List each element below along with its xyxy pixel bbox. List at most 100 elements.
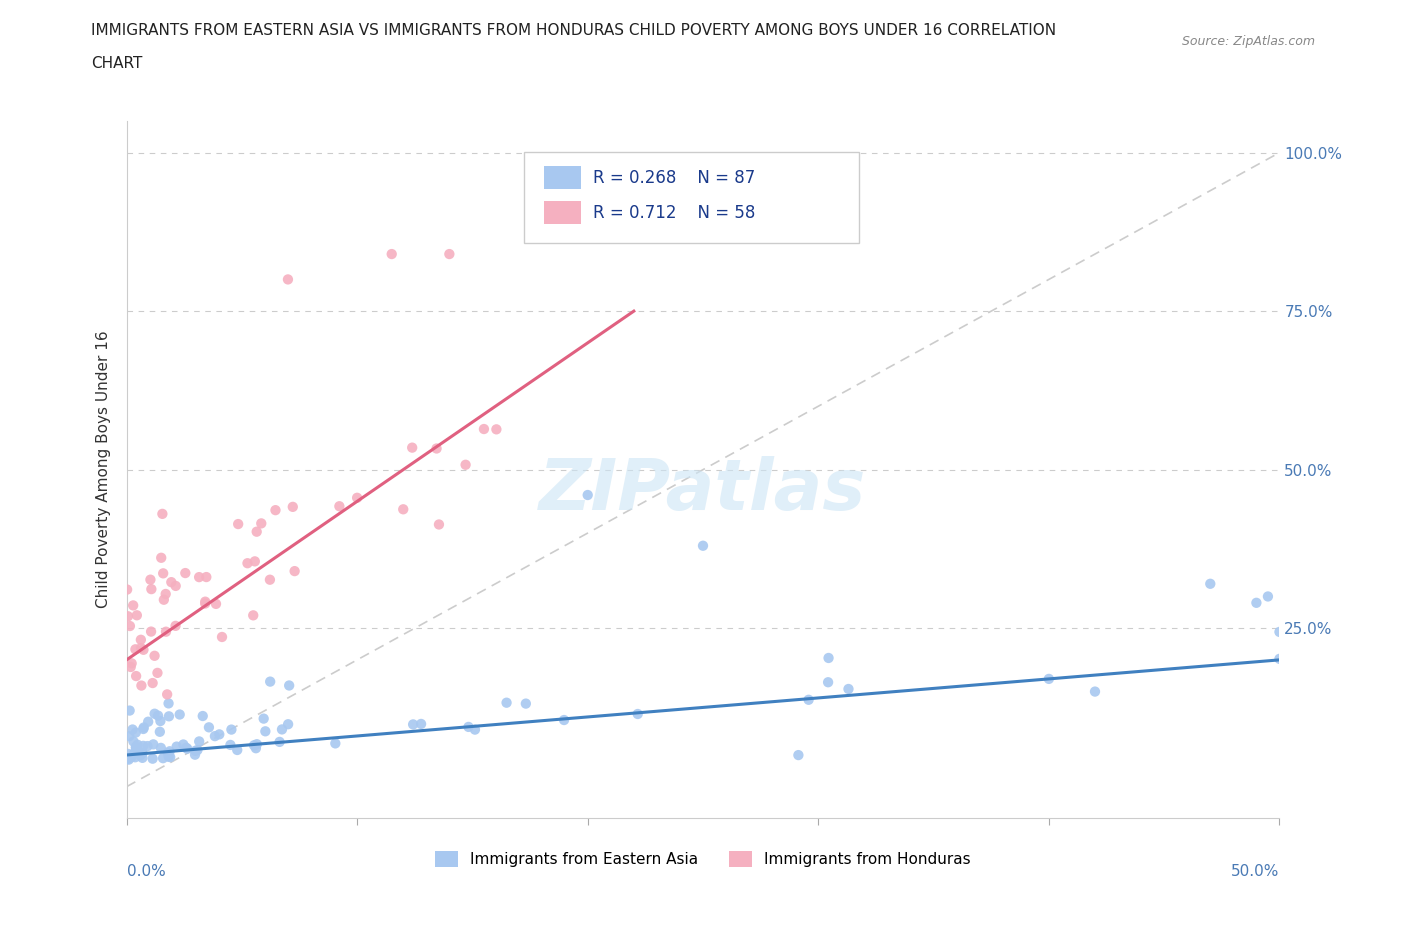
Point — [226, 517, 249, 532]
Point — [236, 556, 259, 571]
Point — [121, 656, 143, 671]
Point — [184, 743, 207, 758]
Point — [155, 587, 177, 602]
Point — [195, 569, 218, 584]
Point — [131, 746, 153, 761]
Text: CHART: CHART — [91, 56, 143, 71]
Point — [142, 675, 165, 690]
Point — [254, 724, 277, 738]
Point — [174, 740, 197, 755]
Point — [381, 246, 404, 261]
Point — [131, 751, 153, 765]
Point — [124, 750, 146, 764]
Point — [346, 490, 368, 505]
Point — [250, 516, 273, 531]
Text: ZIPatlas: ZIPatlas — [540, 456, 866, 525]
Text: R = 0.268    N = 87: R = 0.268 N = 87 — [593, 169, 755, 187]
Point — [150, 551, 173, 565]
Point — [136, 738, 159, 753]
Point — [245, 741, 267, 756]
Point — [159, 750, 181, 764]
Point — [152, 751, 174, 765]
Point — [515, 697, 537, 711]
Point — [205, 596, 228, 611]
Point — [204, 729, 226, 744]
Point — [117, 609, 139, 624]
Point — [146, 709, 169, 724]
Point — [157, 709, 180, 724]
Point — [136, 714, 159, 729]
Point — [120, 750, 142, 764]
Point — [143, 648, 166, 663]
Point — [191, 709, 214, 724]
Point — [186, 742, 208, 757]
Point — [284, 564, 307, 578]
Point — [125, 743, 148, 758]
Point — [243, 737, 266, 752]
Point — [149, 740, 172, 755]
Text: 50.0%: 50.0% — [1232, 864, 1279, 879]
Point — [692, 538, 714, 553]
Point — [194, 596, 217, 611]
Point — [150, 507, 173, 522]
Point — [155, 624, 177, 639]
Point — [271, 722, 294, 737]
Point — [176, 741, 198, 756]
Point — [1257, 589, 1279, 604]
Point — [454, 458, 477, 472]
Point — [402, 717, 425, 732]
Point — [118, 703, 141, 718]
Point — [160, 575, 183, 590]
Bar — [544, 201, 581, 224]
Point — [188, 570, 211, 585]
Point — [118, 618, 141, 633]
Point — [226, 742, 249, 757]
Point — [277, 717, 299, 732]
Text: IMMIGRANTS FROM EASTERN ASIA VS IMMIGRANTS FROM HONDURAS CHILD POVERTY AMONG BOY: IMMIGRANTS FROM EASTERN ASIA VS IMMIGRAN… — [91, 23, 1056, 38]
Point — [156, 687, 179, 702]
Point — [198, 720, 221, 735]
Point — [118, 729, 141, 744]
Point — [129, 632, 152, 647]
Point — [165, 618, 187, 633]
Point — [269, 735, 291, 750]
Point — [122, 598, 145, 613]
Point — [392, 502, 415, 517]
Point — [1268, 651, 1291, 666]
Point — [495, 696, 517, 711]
Point — [426, 441, 449, 456]
Point — [576, 487, 599, 502]
Point — [259, 572, 281, 587]
Point — [129, 641, 152, 656]
Point — [117, 747, 139, 762]
Point — [485, 422, 508, 437]
Point — [797, 692, 820, 707]
Point — [124, 746, 146, 761]
Point — [156, 746, 179, 761]
Point — [149, 713, 172, 728]
Point — [188, 734, 211, 749]
Point — [1038, 671, 1060, 686]
Point — [472, 421, 495, 436]
Point — [121, 722, 143, 737]
Point — [221, 723, 243, 737]
Point — [132, 643, 155, 658]
Point — [787, 748, 810, 763]
Point — [328, 498, 350, 513]
Point — [165, 578, 187, 593]
Point — [159, 744, 181, 759]
Point — [211, 630, 233, 644]
Point — [427, 517, 450, 532]
Point — [125, 739, 148, 754]
Point — [166, 739, 188, 754]
Point — [219, 737, 242, 752]
Point — [1084, 684, 1107, 699]
Point — [278, 678, 301, 693]
Point — [146, 666, 169, 681]
Point — [243, 554, 266, 569]
Legend: Immigrants from Eastern Asia, Immigrants from Honduras: Immigrants from Eastern Asia, Immigrants… — [429, 845, 977, 873]
Point — [553, 712, 575, 727]
Point — [124, 642, 146, 657]
Point — [242, 608, 264, 623]
Point — [174, 565, 197, 580]
